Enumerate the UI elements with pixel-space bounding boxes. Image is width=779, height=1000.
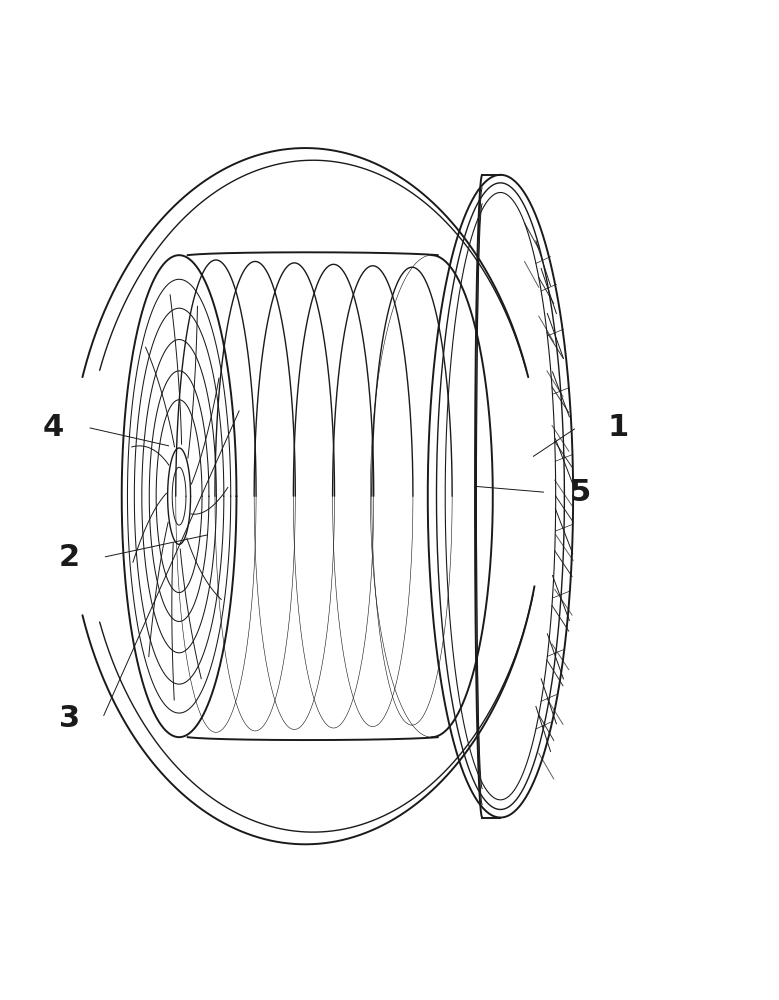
Text: 4: 4 — [43, 413, 65, 442]
Text: 2: 2 — [58, 543, 79, 572]
Text: 5: 5 — [569, 478, 590, 507]
Text: 1: 1 — [608, 413, 629, 442]
Text: 3: 3 — [58, 704, 79, 733]
